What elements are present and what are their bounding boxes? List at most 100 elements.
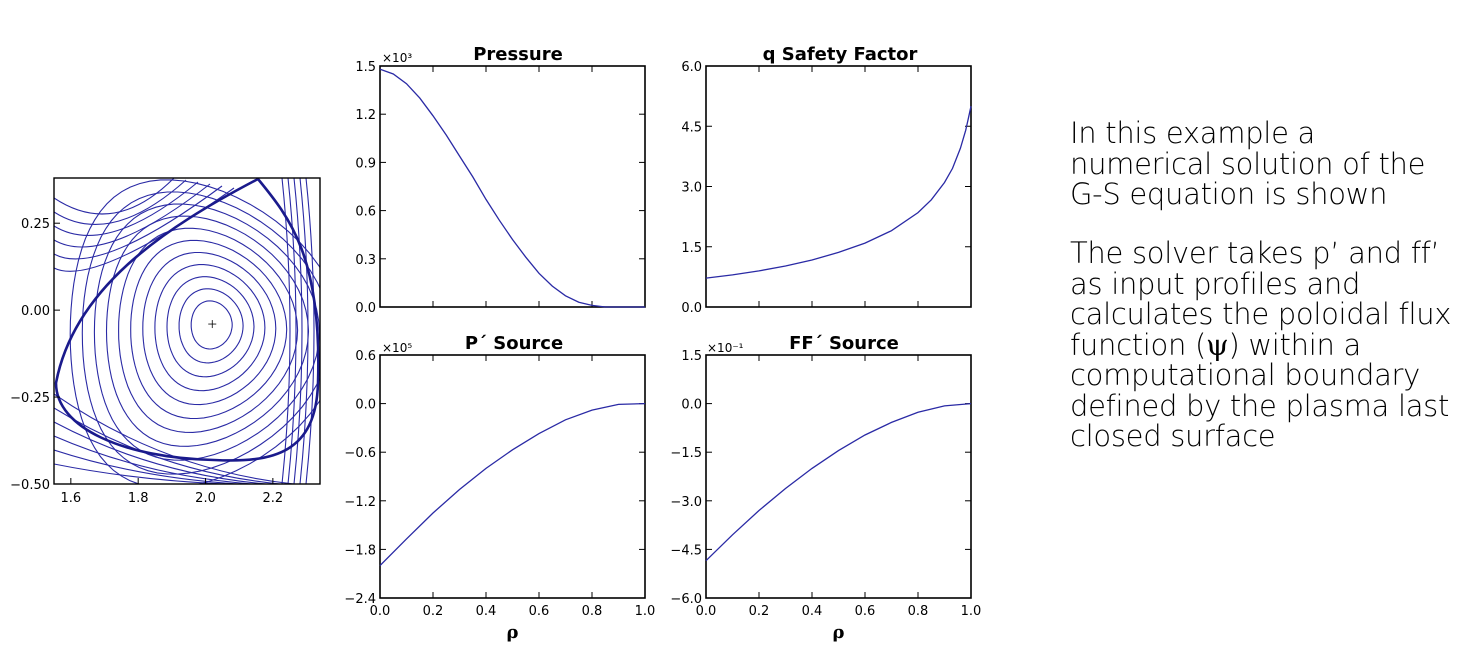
open-field-line [305, 178, 315, 484]
y-tick-label: −4.5 [670, 543, 702, 558]
y-tick-label: 3.0 [681, 181, 702, 196]
ff-prime-source-panel: 1.50.0−1.5−3.0−4.5−6.00.0 0.2 0.4 0.6 0.8 1.0… [670, 333, 981, 643]
x-axis-label: ρ [507, 622, 519, 643]
description-text-1: In this example a numerical solution of … [1070, 116, 1426, 211]
x-tick-label: 0.6 [529, 604, 550, 619]
y-tick-label: 1.5 [681, 241, 702, 256]
contour-lines [54, 178, 320, 484]
x-tick-label: 2.0 [195, 491, 216, 506]
y-tick-label: 0.0 [681, 398, 702, 413]
x-tick-label: 1.6 [60, 491, 81, 506]
panel-title: P´ Source [465, 333, 563, 354]
y-tick-label: 0.00 [21, 304, 50, 319]
flux-contour [105, 215, 310, 447]
x-tick-label: 0.2 [423, 604, 444, 619]
description-paragraph-2: The solver takes p’ and ff’ as input pro… [1070, 238, 1455, 452]
panel-title: q Safety Factor [763, 44, 918, 65]
y-tick-label: 1.5 [355, 60, 376, 75]
y-tick-label: −3.0 [670, 495, 702, 510]
y-tick-label: −0.50 [10, 478, 50, 493]
description-text-2b: ) within a computational boundary define… [1070, 327, 1450, 453]
open-field-line [54, 393, 295, 484]
axes-frame [705, 65, 972, 308]
axis-multiplier: ×10³ [382, 51, 412, 65]
y-tick-label: 0.6 [355, 205, 376, 220]
open-field-line [54, 181, 199, 237]
open-field-line [54, 185, 223, 260]
y-tick-label: −1.5 [670, 446, 702, 461]
series-line [379, 68, 645, 308]
description-paragraph-1: In this example a numerical solution of … [1070, 118, 1455, 210]
x-tick-label: 0.4 [802, 604, 823, 619]
series-line [705, 402, 972, 562]
y-tick-label: −1.8 [344, 543, 376, 558]
x-tick-label: 0.0 [370, 604, 391, 619]
x-tick-label: 1.0 [635, 604, 656, 619]
open-field-line [54, 178, 175, 215]
y-tick-label: −0.6 [344, 446, 376, 461]
y-tick-label: 1.2 [355, 108, 376, 123]
x-tick-label: 0.4 [476, 604, 497, 619]
axis-multiplier: ×10⁵ [382, 341, 412, 355]
q-safety-factor-panel: 0.0 1.5 3.0 4.5 6.0 q Safety Factor [681, 44, 972, 316]
x-tick-label: 0.6 [855, 604, 876, 619]
flux-contour [190, 300, 233, 350]
flux-contour [154, 264, 266, 392]
open-field-line [287, 178, 297, 484]
psi-symbol: ψ [1206, 327, 1229, 362]
flux-contour [166, 276, 255, 378]
open-field-line [54, 463, 225, 484]
flux-contour [69, 179, 320, 484]
series-line [705, 106, 972, 279]
y-tick-label: −2.4 [344, 592, 376, 607]
y-tick-label: −1.2 [344, 495, 376, 510]
axis-multiplier: ×10⁻¹ [707, 341, 744, 355]
p-prime-source-panel: 0.60.0−0.6−1.2−1.8−2.40.0 0.2 0.4 0.6 0.8 1.0… [344, 333, 655, 643]
x-tick-label: 0.8 [908, 604, 929, 619]
open-field-line [54, 421, 267, 484]
axes-frame [53, 177, 321, 485]
y-tick-label: 0.6 [355, 349, 376, 364]
open-field-line [54, 449, 239, 484]
y-tick-label: 0.0 [681, 301, 702, 316]
open-field-line [299, 178, 309, 484]
flux-contour [142, 251, 277, 406]
panel-title: FF´ Source [789, 333, 899, 354]
open-field-line [54, 435, 253, 484]
y-tick-label: 0.0 [355, 301, 376, 316]
x-tick-label: 1.8 [128, 491, 149, 506]
y-tick-label: −6.0 [670, 592, 702, 607]
flux-contour [81, 191, 320, 475]
open-field-line [293, 178, 303, 484]
open-field-line [54, 179, 187, 225]
flux-contour [178, 288, 244, 364]
flux-contour [93, 203, 320, 461]
y-tick-label: 6.0 [681, 60, 702, 75]
description-text-2a: The solver takes p’ and ff’ as input pro… [1070, 236, 1452, 362]
x-axis-label: ρ [833, 622, 845, 643]
x-tick-label: 1.0 [961, 604, 982, 619]
y-tick-label: 4.5 [681, 120, 702, 135]
x-tick-label: 2.2 [263, 491, 284, 506]
panel-title: Pressure [473, 44, 563, 65]
open-field-line [54, 407, 281, 484]
x-tick-label: 0.0 [696, 604, 717, 619]
flux-contour [130, 239, 288, 420]
flux-contour-panel: 0.25 0.00 −0.25 −0.50 1.6 1.8 2.0 2.2 [10, 177, 321, 506]
flux-contour [118, 227, 299, 433]
pressure-panel: 0.0 0.3 0.6 0.9 1.2 1.5 Pressure ×10³ [355, 44, 646, 316]
y-tick-label: 0.9 [355, 156, 376, 171]
x-tick-label: 0.2 [749, 604, 770, 619]
series-line [379, 402, 646, 567]
y-tick-label: 0.25 [21, 217, 50, 232]
axes-frame [705, 354, 972, 599]
axes-frame [379, 354, 646, 599]
y-tick-label: −0.25 [10, 391, 50, 406]
x-tick-label: 0.8 [582, 604, 603, 619]
axes-frame [379, 65, 646, 308]
open-field-line [54, 183, 211, 248]
plasma-boundary [54, 178, 320, 462]
y-tick-label: 1.5 [681, 349, 702, 364]
y-tick-label: 0.0 [355, 398, 376, 413]
